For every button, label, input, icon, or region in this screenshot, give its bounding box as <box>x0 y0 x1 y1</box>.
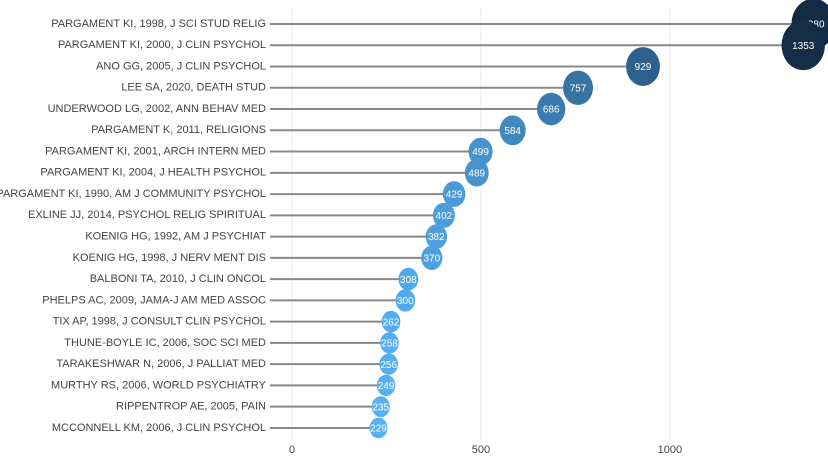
dot <box>626 47 660 86</box>
value-label: 382 <box>428 232 445 243</box>
dot <box>781 20 825 71</box>
y-tick-label: PARGAMENT KI, 2001, ARCH INTERN MED <box>45 145 266 157</box>
y-tick-label: PARGAMENT KI, 2000, J CLIN PSYCHOL <box>58 39 266 51</box>
value-label: 929 <box>635 62 652 73</box>
dot <box>499 115 526 146</box>
dot <box>398 267 419 291</box>
y-tick-label: RIPPENTROP AE, 2005, PAIN <box>116 401 266 413</box>
value-label: 1353 <box>792 41 815 52</box>
x-tick-label: 0 <box>289 444 295 456</box>
dot <box>376 374 396 397</box>
y-tick-label: EXLINE JJ, 2014, PSYCHOL RELIG SPIRITUAL <box>28 209 266 221</box>
dot <box>432 202 455 228</box>
dot <box>379 353 399 375</box>
y-tick-label: UNDERWOOD LG, 2002, ANN BEHAV MED <box>48 103 266 115</box>
dot <box>395 289 416 312</box>
dot <box>369 417 388 439</box>
y-tick-label: THUNE-BOYLE IC, 2006, SOC SCI MED <box>64 337 266 349</box>
value-label: 402 <box>436 211 453 222</box>
y-tick-label: KOENIG HG, 1992, AM J PSYCHIAT <box>85 231 266 243</box>
dot <box>464 159 489 187</box>
y-tick-label: TIX AP, 1998, J CONSULT CLIN PSYCHOL <box>53 316 266 328</box>
y-tick-label: PARGAMENT KI, 2004, J HEALTH PSYCHOL <box>40 167 266 179</box>
value-label: 256 <box>380 360 397 371</box>
y-tick-label: PARGAMENT K, 2011, RELIGIONS <box>91 124 266 136</box>
y-tick-label: MCCONNELL KM, 2006, J CLIN PSYCHOL <box>52 422 266 434</box>
value-label: 499 <box>472 147 489 158</box>
dot <box>537 92 566 126</box>
x-tick-label: 1000 <box>658 444 682 456</box>
dot <box>442 181 466 208</box>
y-tick-label: PARGAMENT KI, 1998, J SCI STUD RELIG <box>51 18 266 30</box>
value-label: 686 <box>543 105 560 116</box>
y-tick-label: KOENIG HG, 1998, J NERV MENT DIS <box>73 252 266 264</box>
x-tick-label: 500 <box>472 444 490 456</box>
value-label: 229 <box>370 424 387 435</box>
y-tick-label: TARAKESHWAR N, 2006, J PALLIAT MED <box>56 358 266 370</box>
value-label: 249 <box>378 381 395 392</box>
y-tick-label: BALBONI TA, 2010, J CLIN ONCOL <box>90 273 266 285</box>
value-label: 489 <box>468 168 485 179</box>
y-tick-label: PHELPS AC, 2009, JAMA-J AM MED ASSOC <box>42 294 266 306</box>
dot <box>421 245 443 271</box>
dot <box>371 396 390 418</box>
dot <box>468 137 493 166</box>
y-tick-label: ANO GG, 2005, J CLIN PSYCHOL <box>96 60 266 72</box>
y-tick-label: LEE SA, 2020, DEATH STUD <box>121 82 266 94</box>
value-label: 757 <box>570 83 587 94</box>
y-tick-label: PARGAMENT KI, 1990, AM J COMMUNITY PSYCH… <box>0 188 266 200</box>
value-label: 429 <box>446 190 463 201</box>
dot <box>381 310 401 333</box>
value-label: 300 <box>397 296 414 307</box>
value-label: 235 <box>372 402 389 413</box>
value-label: 370 <box>423 254 440 265</box>
dot <box>563 70 594 105</box>
value-label: 584 <box>504 126 521 137</box>
dot <box>425 224 448 249</box>
value-label: 308 <box>400 275 417 286</box>
dot <box>380 332 399 354</box>
y-tick-label: MURTHY RS, 2006, WORLD PSYCHIATRY <box>51 379 267 391</box>
value-label: 262 <box>383 317 400 328</box>
value-label: 258 <box>381 339 398 350</box>
